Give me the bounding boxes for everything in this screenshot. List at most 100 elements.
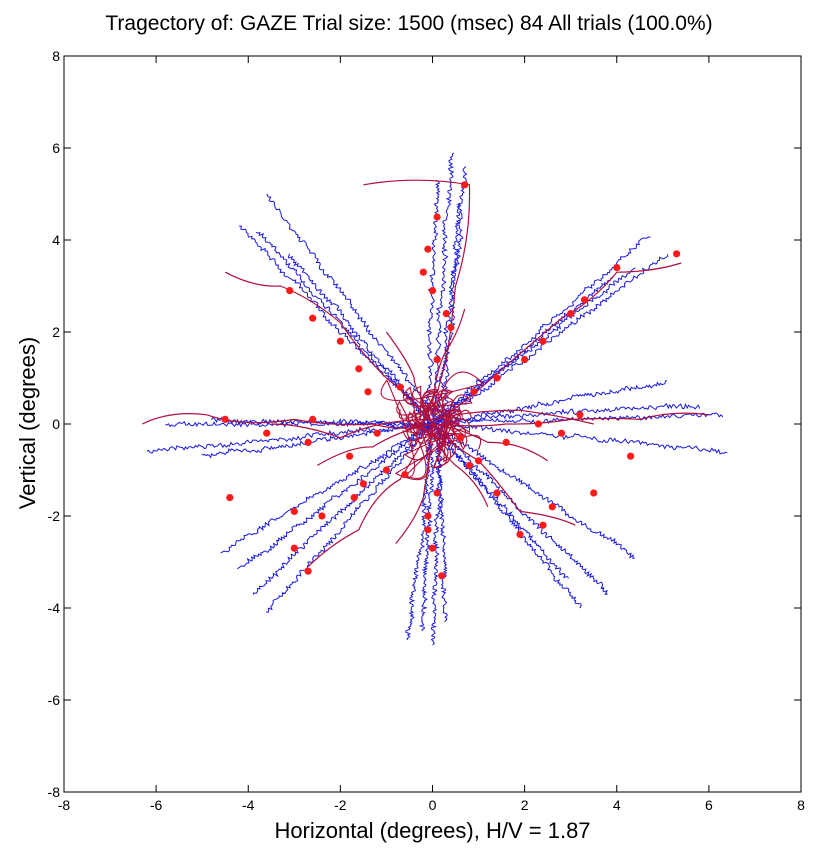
fixation-point-26 — [221, 415, 229, 423]
fixation-point-51 — [290, 544, 298, 552]
fixation-path-11 — [432, 423, 549, 462]
x-tick-label-7: 4 — [613, 797, 621, 813]
fixation-point-55 — [456, 434, 464, 442]
fixation-point-40 — [318, 512, 326, 520]
fixation-point-23 — [539, 337, 547, 345]
fixation-point-25 — [493, 374, 501, 382]
fixation-point-11 — [428, 544, 437, 552]
fixation-point-28 — [304, 438, 312, 446]
trajectory-line-27 — [252, 423, 433, 595]
fixation-point-48 — [493, 489, 501, 497]
fixation-point-49 — [465, 461, 473, 469]
fixation-point-21 — [580, 296, 589, 304]
trajectory-line-6 — [430, 423, 444, 646]
fixation-path-14 — [385, 331, 433, 416]
x-tick-label-1: -8 — [58, 797, 71, 813]
trajectory-line-28 — [265, 423, 433, 613]
fixation-path-1 — [142, 413, 433, 429]
y-axis-label: Vertical (degrees) — [15, 336, 40, 510]
x-tick-label-2: -6 — [150, 797, 163, 813]
fixation-point-5 — [428, 287, 437, 295]
fixation-point-38 — [226, 494, 234, 502]
fixation-point-24 — [521, 356, 529, 364]
fixation-point-9 — [433, 489, 441, 497]
fixation-path-15 — [431, 428, 489, 508]
fixation-path-9 — [431, 308, 466, 406]
fixation-point-54 — [470, 388, 478, 396]
fixation-point-36 — [502, 438, 510, 446]
fixation-path-layer — [142, 179, 709, 568]
y-tick-label-7: 4 — [52, 232, 60, 248]
fixation-point-30 — [346, 452, 354, 460]
fixation-path-12 — [271, 418, 433, 439]
y-tick-label-5: 0 — [52, 416, 60, 432]
trajectory-line-23 — [432, 402, 701, 423]
fixation-point-3 — [424, 245, 432, 253]
x-tick-label-8: 6 — [705, 797, 713, 813]
fixation-point-18 — [364, 388, 372, 396]
fixation-point-8 — [433, 356, 441, 364]
trajectory-line-17 — [146, 421, 433, 454]
fixation-point-1 — [461, 181, 469, 189]
fixation-point-29 — [309, 415, 317, 423]
y-tick-label-1: -8 — [48, 784, 61, 800]
fixation-path-10 — [316, 423, 433, 466]
fixation-path-3 — [363, 179, 471, 415]
fixation-point-15 — [309, 314, 317, 322]
center-fixation-loop-14 — [402, 386, 462, 463]
fixation-point-44 — [590, 489, 598, 497]
x-tick-label-9: 8 — [797, 797, 805, 813]
fixation-point-42 — [359, 480, 367, 488]
x-tick-label-6: 2 — [521, 797, 529, 813]
x-axis-label: Horizontal (degrees), H/V = 1.87 — [274, 818, 591, 843]
fixation-point-43 — [382, 466, 390, 474]
fixation-point-10 — [424, 512, 432, 520]
fixation-point-45 — [548, 503, 556, 511]
fixation-point-31 — [373, 429, 381, 437]
x-tick-label-5: 0 — [429, 797, 437, 813]
trajectory-line-7 — [434, 423, 448, 623]
fixation-path-8 — [395, 442, 434, 544]
fixation-point-46 — [539, 521, 547, 529]
fixation-point-47 — [516, 530, 524, 539]
fixation-point-34 — [557, 429, 566, 437]
trajectory-line-31 — [431, 423, 582, 609]
fixation-point-33 — [576, 411, 584, 419]
fixation-point-20 — [613, 264, 621, 272]
trajectory-line-32 — [432, 423, 569, 579]
x-tick-label-4: -2 — [334, 797, 347, 813]
x-tick-label-3: -4 — [242, 797, 255, 813]
trajectory-layer — [146, 152, 728, 646]
fixation-point-50 — [304, 567, 312, 575]
y-tick-label-6: 2 — [52, 324, 60, 340]
trajectory-line-14 — [437, 254, 669, 425]
y-tick-label-8: 6 — [52, 140, 60, 156]
fixation-point-4 — [419, 268, 427, 276]
y-tick-label-2: -6 — [48, 692, 61, 708]
fixation-point-35 — [534, 420, 543, 428]
fixation-point-27 — [263, 429, 271, 437]
fixation-point-16 — [336, 337, 344, 345]
fixation-point-52 — [401, 471, 409, 479]
fixation-point-6 — [442, 310, 450, 318]
trajectory-line-26 — [237, 423, 433, 570]
trajectory-line-4 — [434, 202, 462, 425]
trajectory-line-25 — [220, 423, 433, 554]
fixation-point-17 — [355, 365, 363, 373]
tick-layer: -8 -6 -4 -2 0 2 4 6 8 -8 -6 -4 -2 0 2 4 6 8 — [48, 48, 806, 813]
trajectory-line-19 — [201, 421, 433, 459]
fixation-point-14 — [286, 287, 294, 295]
fixation-point-32 — [627, 452, 635, 460]
fixation-point-13 — [424, 526, 432, 534]
fixation-point-2 — [433, 213, 441, 221]
fixation-point-53 — [396, 383, 404, 391]
center-fixation-loop-12 — [414, 405, 473, 469]
fixation-point-7 — [447, 323, 455, 331]
fixation-point-39 — [290, 507, 298, 515]
center-fixation-loop-13 — [396, 397, 456, 479]
chart-title: Tragectory of: GAZE Trial size: 1500 (ms… — [105, 12, 713, 35]
y-tick-label-3: -4 — [48, 600, 61, 616]
fixation-point-layer — [221, 181, 681, 580]
trajectory-line-11 — [266, 193, 438, 420]
